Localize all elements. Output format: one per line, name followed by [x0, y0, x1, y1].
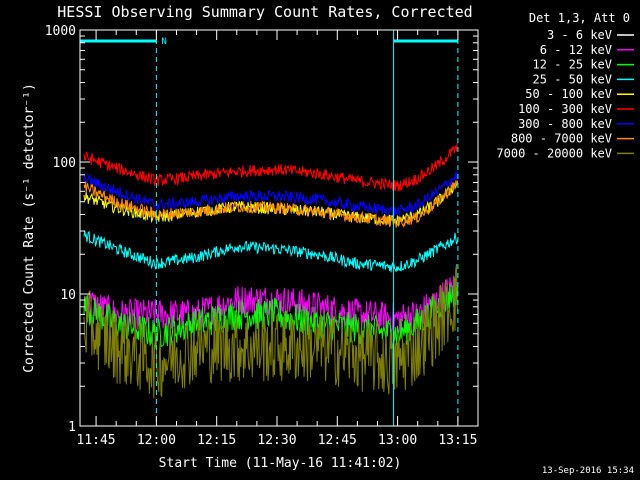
legend-label: 12 - 25 keV — [533, 58, 612, 72]
legend-label: 3 - 6 keV — [547, 28, 612, 42]
timestamp: 13-Sep-2016 15:34 — [542, 466, 634, 476]
series-line — [83, 179, 459, 228]
y-axis: 1 10 100 1000 — [45, 24, 478, 435]
y-tick-label: 1 — [68, 420, 76, 435]
legend-label: 6 - 12 keV — [540, 43, 612, 57]
x-axis-label: Start Time (11-May-16 11:41:02) — [159, 456, 402, 471]
series-line — [83, 170, 459, 217]
series-line — [83, 142, 459, 192]
legend-label: 7000 - 20000 keV — [496, 146, 612, 160]
legend-label: 50 - 100 keV — [525, 87, 612, 101]
series-line — [83, 278, 459, 350]
y-tick-label: 100 — [53, 156, 76, 171]
y-tick-label: 10 — [60, 288, 76, 303]
x-tick-label: 12:30 — [257, 433, 296, 448]
y-tick-label: 1000 — [45, 24, 76, 39]
y-axis-label: Corrected Count Rate (s⁻¹ detector⁻¹) — [22, 83, 37, 373]
plot-frame — [79, 29, 479, 427]
x-tick-label: 13:00 — [378, 433, 417, 448]
legend-label: 800 - 7000 keV — [511, 132, 612, 146]
x-tick-label: 11:45 — [77, 433, 116, 448]
x-tick-label: 13:15 — [438, 433, 477, 448]
series-line — [83, 230, 459, 273]
legend-label: 100 - 300 keV — [518, 102, 612, 116]
plot-series — [83, 142, 459, 428]
x-axis: 11:45 12:00 12:15 12:30 12:45 13:00 13:15 — [77, 30, 479, 448]
legend-title: Det 1,3, Att 0 — [529, 11, 630, 25]
annotation-label: N — [161, 37, 166, 47]
chart-title: HESSI Observing Summary Count Rates, Cor… — [57, 3, 472, 21]
series-line — [83, 264, 459, 399]
x-tick-label: 12:15 — [197, 433, 236, 448]
x-tick-label: 12:45 — [318, 433, 357, 448]
legend-label: 25 - 50 keV — [533, 72, 612, 86]
x-tick-label: 12:00 — [137, 433, 176, 448]
legend-label: 300 - 800 keV — [518, 117, 612, 131]
